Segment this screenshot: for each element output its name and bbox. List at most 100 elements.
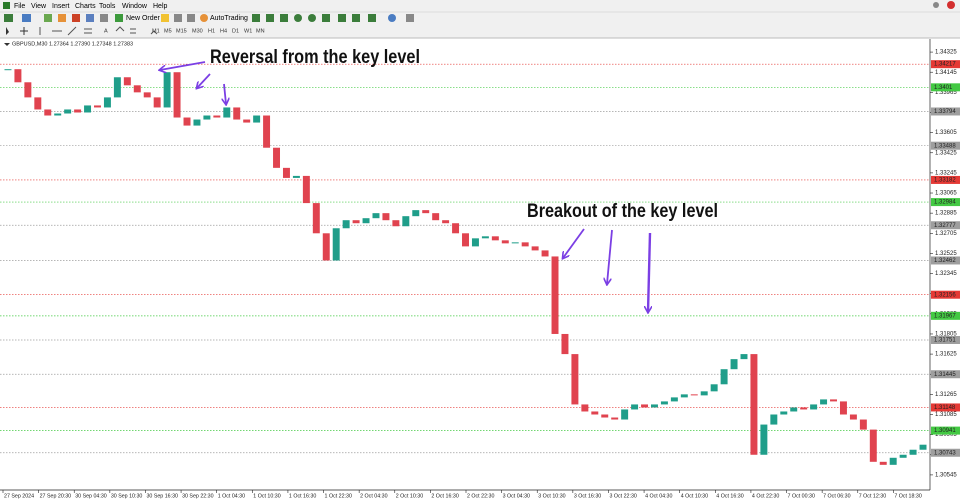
level-price-label: 1.31445 [934, 372, 956, 378]
timeframe-button[interactable]: W1 [244, 28, 252, 34]
icon[interactable] [44, 14, 52, 22]
x-tick-label: 27 Sep 2024 [4, 493, 34, 499]
menu-item[interactable]: Window [122, 3, 148, 10]
candle-body [173, 72, 181, 118]
level-price-label: 1.33488 [934, 143, 956, 149]
arrow [563, 228, 585, 258]
menu-item[interactable]: View [31, 3, 47, 10]
candle-body [551, 256, 559, 334]
timeframe-button[interactable]: M5 [164, 28, 172, 34]
candle-body [700, 391, 708, 396]
autotrading-icon[interactable] [200, 14, 208, 22]
candle-body [302, 175, 310, 204]
icon[interactable] [100, 14, 108, 22]
new-order-button[interactable]: New Order [126, 15, 161, 22]
menu-item[interactable]: Charts [75, 3, 96, 10]
new-order-icon[interactable] [115, 14, 123, 22]
candle-body [830, 399, 837, 402]
icon[interactable] [86, 14, 94, 22]
icon[interactable] [187, 14, 195, 22]
candle-body [54, 113, 62, 116]
draw-icons[interactable] [39, 26, 92, 36]
timeframe-button[interactable]: D1 [232, 28, 239, 34]
candle-body [730, 359, 738, 370]
x-tick-label: 30 Sep 10:30 [111, 493, 143, 499]
zoom-out[interactable] [308, 14, 316, 22]
level-price-label: 1.33182 [934, 178, 956, 184]
candle-body [760, 424, 768, 455]
icon[interactable] [322, 14, 330, 22]
candle-body [332, 228, 340, 261]
text-tool[interactable]: A [104, 28, 108, 34]
x-tick-label: 27 Sep 20:30 [40, 493, 72, 499]
timeframe-button[interactable]: M1 [152, 28, 160, 34]
candle-body [422, 210, 430, 214]
y-tick-label: 1.34325 [935, 50, 957, 56]
crosshair-icon[interactable] [20, 27, 28, 35]
timeframe-button[interactable]: MN [256, 28, 265, 34]
arrow [648, 232, 650, 312]
icon[interactable] [338, 14, 346, 22]
level-price-box [931, 60, 960, 69]
candle-body [621, 409, 629, 420]
candle-body [452, 223, 460, 234]
level-price-label: 1.31148 [934, 405, 956, 411]
level-price-box [931, 448, 960, 457]
annotation: Breakout of the key level [527, 201, 718, 222]
y-tick-label: 1.32885 [935, 211, 957, 217]
icon[interactable] [4, 14, 13, 22]
icon[interactable] [22, 14, 31, 22]
icon[interactable] [266, 14, 274, 22]
menu-item[interactable]: Insert [52, 3, 70, 10]
icon[interactable] [252, 14, 260, 22]
icon[interactable] [352, 14, 360, 22]
candle-body [203, 115, 211, 120]
icon[interactable] [174, 14, 182, 22]
timeframe-button[interactable]: M30 [192, 28, 203, 34]
icon[interactable] [72, 14, 80, 22]
level-price-box [931, 198, 960, 207]
icon[interactable] [161, 14, 169, 22]
candle-body [899, 454, 907, 458]
candle-body [561, 333, 569, 355]
x-tick-label: 7 Oct 18:30 [894, 493, 921, 499]
y-tick-label: 1.30905 [935, 432, 957, 438]
icon[interactable] [58, 14, 66, 22]
candle-body [103, 97, 111, 108]
menu-item[interactable]: Help [153, 3, 168, 10]
minimize-icon[interactable] [933, 2, 939, 8]
x-tick-label: 4 Oct 04:30 [645, 493, 672, 499]
timeframe-button[interactable]: H1 [208, 28, 215, 34]
candle-body [64, 109, 72, 114]
timeframe-button[interactable]: M15 [176, 28, 187, 34]
candle-body [273, 147, 281, 168]
cursor-icon[interactable] [6, 27, 9, 35]
icon[interactable] [280, 14, 288, 22]
notification-icon[interactable] [947, 1, 955, 9]
icon[interactable] [368, 14, 376, 22]
candle-body [889, 457, 897, 465]
candle-body [601, 414, 609, 418]
candle-body [14, 69, 22, 83]
x-tick-label: 2 Oct 16:30 [431, 493, 458, 499]
candle-body [521, 242, 529, 247]
symbol-arrow [4, 43, 10, 46]
autotrading-button[interactable]: AutoTrading [210, 15, 248, 22]
candle-body [153, 97, 161, 108]
candle-body [143, 92, 151, 98]
level-price-box [931, 336, 960, 345]
candle-body [581, 404, 589, 412]
candle-body [770, 414, 778, 425]
draw-icons[interactable] [115, 26, 158, 35]
candle-body [790, 407, 798, 412]
icon[interactable] [406, 14, 414, 22]
candle-body [750, 354, 758, 455]
menu-item[interactable]: File [14, 3, 25, 10]
x-tick-label: 4 Oct 22:30 [752, 493, 779, 499]
zoom-in[interactable] [294, 14, 302, 22]
timeframe-button[interactable]: H4 [220, 28, 227, 34]
menu-item[interactable]: Tools [99, 3, 116, 10]
candle-body [34, 97, 42, 110]
toolbar-icons: A [4, 14, 414, 36]
icon[interactable] [388, 14, 396, 22]
